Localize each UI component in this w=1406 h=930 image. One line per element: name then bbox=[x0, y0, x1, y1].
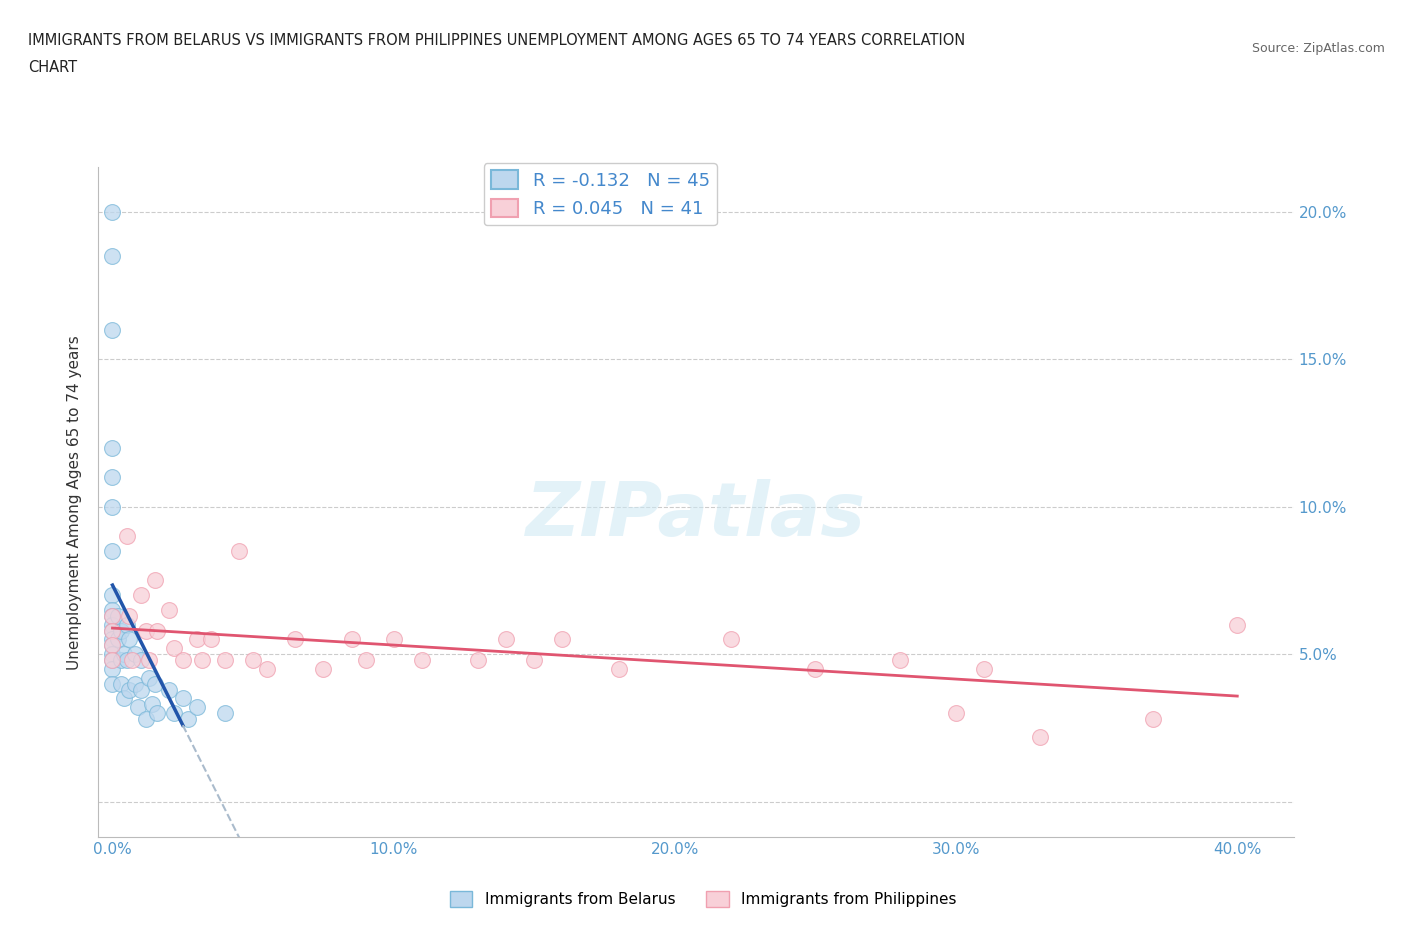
Point bbox=[101, 205, 124, 219]
Point bbox=[101, 623, 124, 638]
Point bbox=[172, 691, 194, 706]
Point bbox=[551, 631, 574, 646]
Point bbox=[121, 653, 143, 668]
Point bbox=[411, 653, 433, 668]
Point bbox=[312, 661, 335, 676]
Point bbox=[101, 603, 124, 618]
Point bbox=[135, 623, 157, 638]
Point bbox=[163, 706, 186, 721]
Point bbox=[101, 653, 124, 668]
Point bbox=[101, 440, 124, 455]
Point bbox=[607, 661, 630, 676]
Point bbox=[1226, 618, 1249, 632]
Point bbox=[973, 661, 995, 676]
Point bbox=[129, 653, 152, 668]
Point bbox=[172, 653, 194, 668]
Point bbox=[101, 661, 124, 676]
Point bbox=[495, 631, 517, 646]
Point bbox=[340, 631, 363, 646]
Point bbox=[157, 682, 180, 697]
Point bbox=[101, 618, 124, 632]
Point bbox=[101, 638, 124, 653]
Point bbox=[110, 623, 132, 638]
Point bbox=[112, 691, 135, 706]
Legend: R = -0.132   N = 45, R = 0.045   N = 41: R = -0.132 N = 45, R = 0.045 N = 41 bbox=[484, 163, 717, 225]
Point bbox=[129, 588, 152, 603]
Point bbox=[118, 682, 141, 697]
Point bbox=[467, 653, 489, 668]
Point bbox=[141, 697, 163, 711]
Legend: Immigrants from Belarus, Immigrants from Philippines: Immigrants from Belarus, Immigrants from… bbox=[443, 884, 963, 913]
Point bbox=[124, 676, 146, 691]
Point bbox=[214, 653, 236, 668]
Point bbox=[143, 676, 166, 691]
Point bbox=[143, 573, 166, 588]
Text: CHART: CHART bbox=[28, 60, 77, 75]
Y-axis label: Unemployment Among Ages 65 to 74 years: Unemployment Among Ages 65 to 74 years bbox=[67, 335, 83, 670]
Point bbox=[112, 646, 135, 661]
Point bbox=[242, 653, 264, 668]
Point bbox=[118, 608, 141, 623]
Point bbox=[107, 631, 129, 646]
Point bbox=[115, 653, 138, 668]
Point bbox=[101, 499, 124, 514]
Text: Source: ZipAtlas.com: Source: ZipAtlas.com bbox=[1251, 42, 1385, 55]
Point bbox=[228, 543, 250, 558]
Point bbox=[284, 631, 307, 646]
Point bbox=[186, 631, 208, 646]
Point bbox=[256, 661, 278, 676]
Point bbox=[115, 528, 138, 543]
Point bbox=[101, 322, 124, 337]
Point bbox=[101, 631, 124, 646]
Point bbox=[110, 653, 132, 668]
Point bbox=[101, 588, 124, 603]
Text: IMMIGRANTS FROM BELARUS VS IMMIGRANTS FROM PHILIPPINES UNEMPLOYMENT AMONG AGES 6: IMMIGRANTS FROM BELARUS VS IMMIGRANTS FR… bbox=[28, 33, 966, 47]
Point bbox=[101, 676, 124, 691]
Point bbox=[157, 603, 180, 618]
Point bbox=[101, 623, 124, 638]
Point bbox=[101, 248, 124, 263]
Point bbox=[110, 676, 132, 691]
Point bbox=[138, 653, 160, 668]
Point bbox=[720, 631, 742, 646]
Point bbox=[1029, 729, 1052, 744]
Point bbox=[107, 608, 129, 623]
Point bbox=[124, 646, 146, 661]
Point bbox=[1142, 711, 1164, 726]
Point bbox=[129, 682, 152, 697]
Point bbox=[101, 608, 124, 623]
Point bbox=[200, 631, 222, 646]
Point bbox=[101, 638, 124, 653]
Text: ZIPatlas: ZIPatlas bbox=[526, 479, 866, 552]
Point bbox=[804, 661, 827, 676]
Point bbox=[889, 653, 911, 668]
Point bbox=[101, 470, 124, 485]
Point bbox=[382, 631, 405, 646]
Point bbox=[523, 653, 546, 668]
Point bbox=[354, 653, 377, 668]
Point bbox=[118, 631, 141, 646]
Point bbox=[138, 671, 160, 685]
Point bbox=[101, 646, 124, 661]
Point bbox=[146, 706, 169, 721]
Point bbox=[163, 641, 186, 656]
Point bbox=[146, 623, 169, 638]
Point bbox=[115, 618, 138, 632]
Point bbox=[214, 706, 236, 721]
Point bbox=[945, 706, 967, 721]
Point bbox=[101, 608, 124, 623]
Point bbox=[186, 699, 208, 714]
Point bbox=[177, 711, 200, 726]
Point bbox=[127, 699, 149, 714]
Point bbox=[135, 711, 157, 726]
Point bbox=[101, 653, 124, 668]
Point bbox=[191, 653, 214, 668]
Point bbox=[101, 543, 124, 558]
